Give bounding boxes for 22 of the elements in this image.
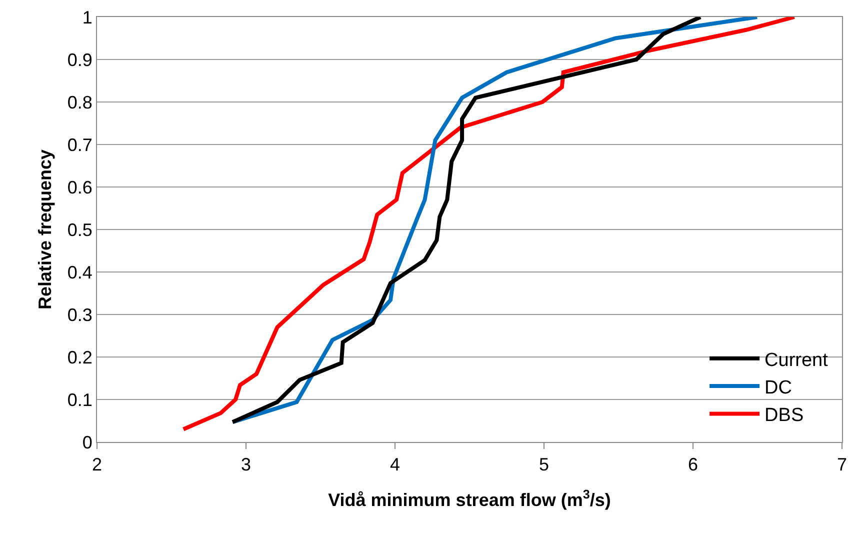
y-tick-label: 0.7: [67, 134, 92, 155]
x-tick-label: 6: [688, 454, 698, 475]
y-axis-title: Relative frequency: [35, 149, 55, 310]
x-axis-title: Vidå minimum stream flow (m$^{3}$/s): [328, 487, 611, 510]
x-tick-label: 5: [538, 454, 550, 475]
y-tick-label: 0.8: [67, 92, 92, 112]
x-tick-label: 2: [92, 454, 102, 475]
y-tick-label: 0.6: [67, 177, 92, 198]
x-tick-label: 4: [390, 454, 400, 475]
y-tick-label: 0.4: [67, 262, 92, 282]
legend-label: DBS: [764, 405, 804, 426]
legend-label: Current: [764, 350, 829, 371]
y-tick-label: 0.3: [67, 304, 92, 325]
y-tick-label: 0.2: [67, 347, 92, 368]
y-tick-label: 0.9: [67, 50, 92, 70]
y-tick-label: 0: [82, 432, 92, 452]
legend-label: DC: [764, 377, 792, 398]
y-tick-label: 0.1: [67, 390, 92, 410]
x-tick-label: 7: [836, 454, 848, 475]
y-tick-label: 1: [82, 7, 92, 28]
x-tick-label: 3: [240, 454, 252, 475]
y-tick-label: 0.5: [67, 220, 92, 240]
